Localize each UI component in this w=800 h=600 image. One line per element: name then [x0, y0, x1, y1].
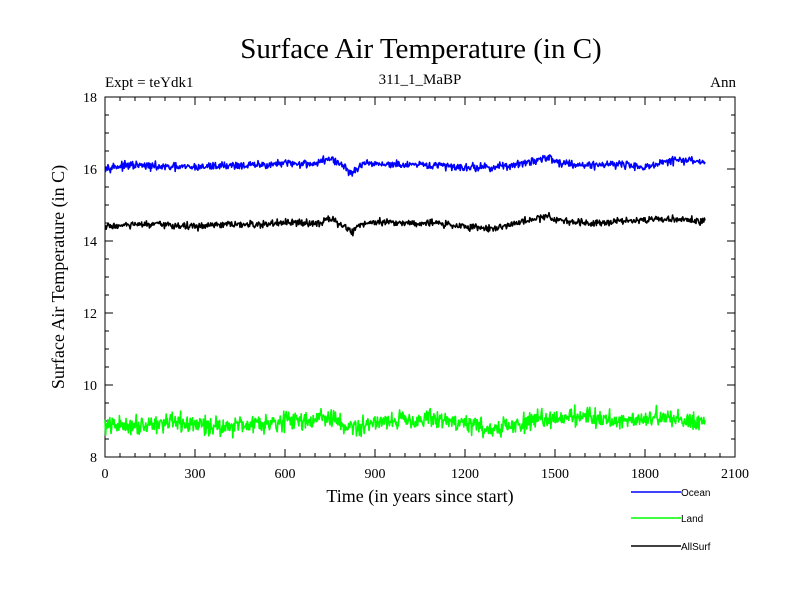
legend-label-ocean: Ocean [681, 488, 710, 499]
series-line-ocean [104, 154, 706, 177]
y-tick-label: 14 [83, 235, 97, 250]
y-tick-label: 10 [83, 379, 97, 394]
x-tick-label: 0 [102, 467, 109, 482]
data-series [104, 154, 706, 439]
run-label: 311_1_MaBP [379, 72, 462, 88]
x-tick-label: 900 [365, 467, 386, 482]
x-tick-label: 1200 [451, 467, 479, 482]
x-tick-label: 300 [185, 467, 206, 482]
series-line-land [104, 404, 706, 439]
y-tick-label: 8 [90, 451, 97, 466]
y-tick-label: 16 [83, 163, 97, 178]
legend: Ocean Land AllSurf [631, 488, 711, 553]
period-label: Ann [710, 75, 736, 91]
y-tick-label: 18 [83, 91, 97, 106]
y-tick-label: 12 [83, 307, 97, 322]
x-tick-label: 2100 [721, 467, 749, 482]
series-line-allsurf [104, 211, 706, 237]
legend-label-allsurf: AllSurf [681, 542, 711, 553]
x-tick-label: 1800 [631, 467, 659, 482]
legend-label-land: Land [681, 514, 703, 525]
x-axis-label: Time (in years since start) [326, 486, 513, 507]
x-tick-label: 600 [275, 467, 296, 482]
experiment-label: Expt = teYdk1 [105, 75, 193, 91]
x-tick-label: 1500 [541, 467, 569, 482]
chart-title: Surface Air Temperature (in C) [240, 33, 601, 65]
y-axis-label: Surface Air Temperature (in C) [48, 165, 69, 389]
axis-tick-labels: 0 300 600 900 1200 1500 1800 2100 8 10 12 14 16 18 [83, 91, 749, 482]
